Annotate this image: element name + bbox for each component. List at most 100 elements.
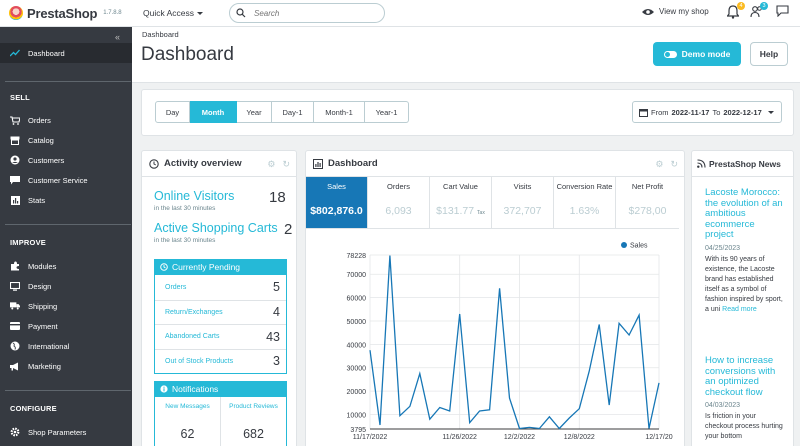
- bar-chart-icon: [313, 158, 323, 169]
- period-day-button[interactable]: Day: [155, 101, 190, 123]
- news-date: 04/03/2023: [705, 402, 741, 409]
- monitor-icon: [10, 281, 20, 291]
- pending-value: 3: [273, 354, 280, 369]
- messages-notification[interactable]: [776, 5, 790, 19]
- new-messages-cell[interactable]: New Messages 62: [155, 397, 221, 446]
- settings-gear-icon[interactable]: ⚙: [267, 159, 276, 169]
- view-shop-link[interactable]: View my shop: [642, 7, 709, 16]
- sidebar-item-label: Customer Service: [28, 175, 88, 185]
- period-selector: Day Month Year Day-1 Month-1 Year-1: [155, 101, 409, 123]
- sidebar-item-catalog[interactable]: Catalog: [0, 130, 132, 150]
- activity-overview-card: Activity overview ⚙ ↻ Online Visitors in…: [141, 150, 297, 446]
- help-button[interactable]: Help: [750, 42, 788, 66]
- settings-gear-icon[interactable]: ⚙: [655, 159, 664, 169]
- card-tools: ⚙ ↻: [267, 159, 290, 170]
- kpi-visits[interactable]: Visits 372,707: [492, 177, 554, 229]
- trending-up-icon: [10, 48, 20, 58]
- chevron-down-icon: [197, 11, 204, 15]
- collapse-sidebar-icon[interactable]: «: [114, 32, 120, 42]
- from-label: From: [651, 107, 669, 117]
- active-carts-value: 2: [284, 221, 293, 238]
- sidebar-item-orders[interactable]: Orders: [0, 110, 132, 130]
- sidebar-item-customers[interactable]: Customers: [0, 150, 132, 170]
- chart-icon: [10, 195, 20, 205]
- kpi-sales[interactable]: Sales $802,876.0: [306, 177, 368, 229]
- y-tick-label: 30000: [347, 366, 367, 373]
- read-more-link[interactable]: Read more: [722, 305, 757, 313]
- kpi-value: $802,876.0: [310, 205, 363, 217]
- notification-label: Product Reviews: [229, 403, 278, 410]
- gear-icon: [10, 427, 20, 437]
- quick-access-dropdown[interactable]: Quick Access: [143, 8, 225, 18]
- sidebar-item-dashboard[interactable]: Dashboard: [0, 43, 132, 63]
- online-visitors-title[interactable]: Online Visitors: [154, 189, 235, 203]
- chevron-down-icon: [767, 110, 774, 114]
- online-visitors-subtitle: in the last 30 minutes: [154, 205, 216, 212]
- legend-marker-sales: [621, 242, 627, 248]
- orders-notification[interactable]: 4: [726, 2, 745, 19]
- breadcrumb[interactable]: Dashboard: [142, 30, 179, 39]
- sidebar-item-shop-parameters[interactable]: Shop Parameters: [0, 422, 132, 442]
- pending-returns-row[interactable]: Return/Exchanges 4: [155, 299, 286, 325]
- x-tick-label: 12/8/2022: [564, 434, 595, 441]
- notification-value: 62: [180, 427, 195, 441]
- currently-pending-title: Currently Pending: [172, 262, 241, 272]
- y-tick-label: 3795: [350, 427, 366, 434]
- period-year-1-button[interactable]: Year-1: [365, 101, 409, 123]
- customers-badge: 3: [760, 2, 768, 10]
- notifications-title: Notifications: [172, 384, 219, 394]
- refresh-icon[interactable]: ↻: [282, 159, 290, 169]
- kpi-value: $131.77: [436, 205, 475, 217]
- period-day-1-button[interactable]: Day-1: [272, 101, 314, 123]
- sidebar-item-customer-service[interactable]: Customer Service: [0, 170, 132, 190]
- sidebar-item-marketing[interactable]: Marketing: [0, 356, 132, 376]
- y-tick-label: 20000: [347, 389, 367, 396]
- period-year-button[interactable]: Year: [237, 101, 272, 123]
- chat-icon: [776, 5, 789, 18]
- news-item: How to increase conversions with an opti…: [705, 355, 785, 442]
- sidebar-item-payment[interactable]: Payment: [0, 316, 132, 336]
- truck-icon: [10, 301, 20, 311]
- sidebar-item-stats[interactable]: Stats: [0, 190, 132, 210]
- search-input[interactable]: [254, 8, 374, 18]
- news-body: With its 90 years of existence, the Laco…: [705, 255, 785, 315]
- pending-abandoned-carts-row[interactable]: Abandoned Carts 43: [155, 324, 286, 349]
- sidebar-item-label: Marketing: [28, 361, 61, 371]
- kpi-tabs: Sales $802,876.0 Orders 6,093 Cart Value…: [306, 177, 679, 229]
- sidebar-item-design[interactable]: Design: [0, 276, 132, 296]
- product-reviews-cell[interactable]: Product Reviews 682: [221, 397, 286, 446]
- to-date: 2022-12-17: [723, 107, 762, 117]
- pending-orders-row[interactable]: Orders 5: [155, 275, 286, 300]
- customers-notification[interactable]: 3: [750, 2, 768, 19]
- sidebar-item-shipping[interactable]: Shipping: [0, 296, 132, 316]
- prestashop-news-card: PrestaShop News Lacoste Morocco: the evo…: [691, 150, 794, 446]
- news-title-link[interactable]: Lacoste Morocco: the evolution of an amb…: [705, 187, 783, 240]
- refresh-icon[interactable]: ↻: [670, 159, 678, 169]
- period-month-button[interactable]: Month: [190, 101, 237, 123]
- news-title-link[interactable]: How to increase conversions with an opti…: [705, 355, 776, 398]
- search-box[interactable]: [229, 3, 385, 23]
- logo[interactable]: PrestaShop 1.7.8.8: [0, 6, 138, 21]
- demo-mode-button[interactable]: Demo mode: [653, 42, 741, 66]
- kpi-conversion-rate[interactable]: Conversion Rate 1.63%: [554, 177, 616, 229]
- demo-mode-label: Demo mode: [681, 49, 731, 59]
- sidebar-divider: [5, 390, 131, 391]
- sidebar-item-modules[interactable]: Modules: [0, 256, 132, 276]
- pending-value: 5: [273, 280, 280, 295]
- sidebar-item-international[interactable]: International: [0, 336, 132, 356]
- notification-label: New Messages: [165, 403, 210, 410]
- kpi-cart-value[interactable]: Cart Value $131.77 Tax: [430, 177, 492, 229]
- kpi-label: Orders: [387, 182, 410, 191]
- pending-label: Return/Exchanges: [165, 308, 223, 316]
- kpi-net-profit[interactable]: Net Profit $278,00: [616, 177, 679, 229]
- active-carts-title[interactable]: Active Shopping Carts: [154, 221, 278, 235]
- kpi-orders[interactable]: Orders 6,093: [368, 177, 430, 229]
- card-header: Activity overview: [142, 151, 296, 177]
- pending-value: 43: [266, 329, 280, 344]
- notification-value: 682: [243, 427, 264, 441]
- date-range-picker[interactable]: From 2022-11-17 To 2022-12-17: [632, 101, 782, 123]
- news-excerpt: Is friction in your checkout process hur…: [705, 413, 783, 440]
- pending-out-of-stock-row[interactable]: Out of Stock Products 3: [155, 348, 286, 374]
- period-month-1-button[interactable]: Month-1: [314, 101, 365, 123]
- store-icon: [10, 135, 20, 145]
